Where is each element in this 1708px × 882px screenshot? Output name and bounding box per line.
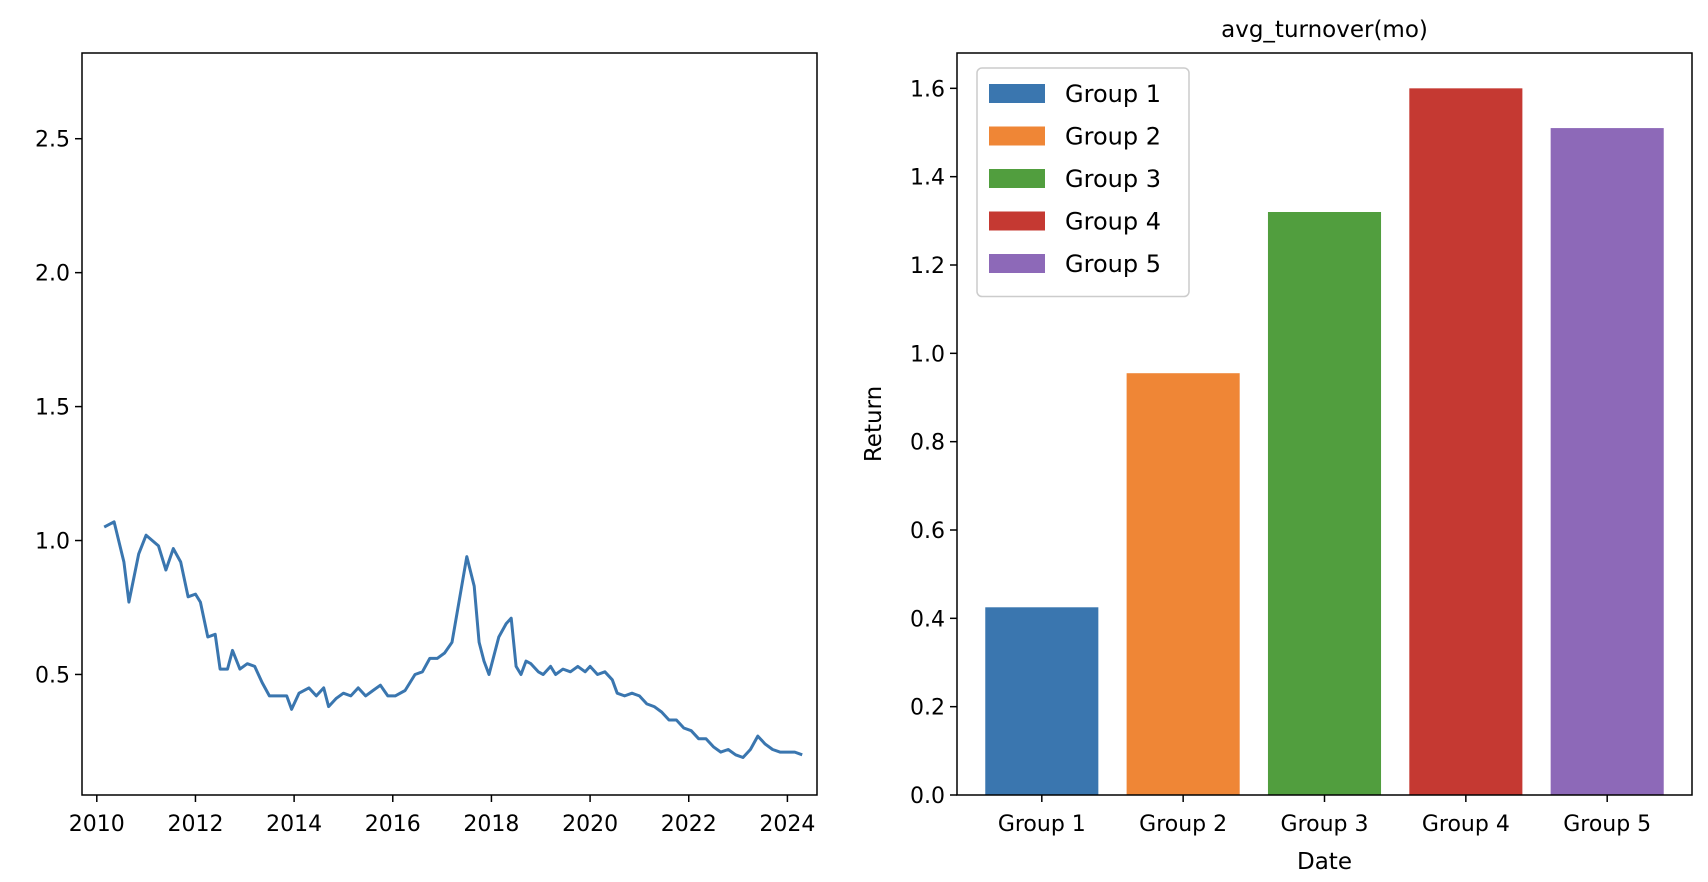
legend-label: Group 3 xyxy=(1065,165,1161,193)
x-tick-label: 2010 xyxy=(69,812,125,837)
x-tick-label: 2022 xyxy=(661,812,717,837)
bar-5 xyxy=(1550,128,1664,796)
legend-frame xyxy=(976,67,1190,298)
y-tick-label: 2.0 xyxy=(35,262,70,287)
bar-4 xyxy=(1409,88,1523,796)
legend-label: Group 2 xyxy=(1065,123,1161,151)
x-axis-title: Date xyxy=(1297,849,1352,875)
y-tick-label: 1.2 xyxy=(910,254,945,279)
x-tick-label: Group 1 xyxy=(998,812,1086,837)
y-tick-label: 0.8 xyxy=(910,431,945,456)
x-tick-label: Group 4 xyxy=(1422,812,1510,837)
y-tick-label: 0.5 xyxy=(35,663,70,688)
line-chart: 2010 2012 2014 2016 2018 2020 2022 2024 0.5 1.0 1.… xyxy=(35,52,818,837)
legend-swatch xyxy=(989,84,1045,103)
y-tick-label: 1.0 xyxy=(910,342,945,367)
bar-1 xyxy=(985,607,1099,795)
x-tick-label: 2012 xyxy=(167,812,223,837)
legend-swatch xyxy=(989,169,1045,188)
y-tick-label: 0.0 xyxy=(910,784,945,809)
y-tick-label: 0.6 xyxy=(910,519,945,544)
x-tick-label: 2016 xyxy=(365,812,421,837)
series-line-1 xyxy=(103,520,803,759)
bar-chart: avg_turnover(mo)Group 1 Group 2 Group 3 Gro… xyxy=(861,17,1693,875)
legend-swatch xyxy=(989,254,1045,273)
legend-swatch xyxy=(989,126,1045,146)
plot-frame xyxy=(81,52,818,796)
legend-label: Group 4 xyxy=(1065,208,1161,236)
x-tick-label: 2014 xyxy=(266,812,322,837)
y-tick-label: 1.5 xyxy=(35,396,70,421)
legend-label: Group 1 xyxy=(1065,80,1161,108)
legend: Group 1 Group 2 Group 3 Group 4 Group 5 xyxy=(976,67,1190,298)
bar-3 xyxy=(1267,212,1382,795)
y-tick-label: 1.6 xyxy=(910,77,945,102)
bar-2 xyxy=(1126,373,1240,795)
y-tick-label: 1.0 xyxy=(35,530,70,555)
x-tick-label: 2024 xyxy=(759,812,815,837)
x-tick-label: Group 2 xyxy=(1139,812,1227,837)
x-tick-label: 2018 xyxy=(463,812,519,837)
x-tick-label: 2020 xyxy=(562,812,618,837)
y-axis-title: Return xyxy=(861,386,887,462)
y-tick-label: 0.2 xyxy=(910,696,945,721)
chart-title: avg_turnover(mo) xyxy=(1221,17,1428,43)
x-tick-label: Group 3 xyxy=(1281,812,1369,837)
legend-label: Group 5 xyxy=(1065,250,1161,278)
y-tick-label: 1.4 xyxy=(910,166,945,191)
legend-swatch xyxy=(989,211,1045,231)
y-tick-label: 0.4 xyxy=(910,607,945,632)
y-tick-label: 2.5 xyxy=(35,128,70,153)
x-tick-label: Group 5 xyxy=(1563,812,1651,837)
